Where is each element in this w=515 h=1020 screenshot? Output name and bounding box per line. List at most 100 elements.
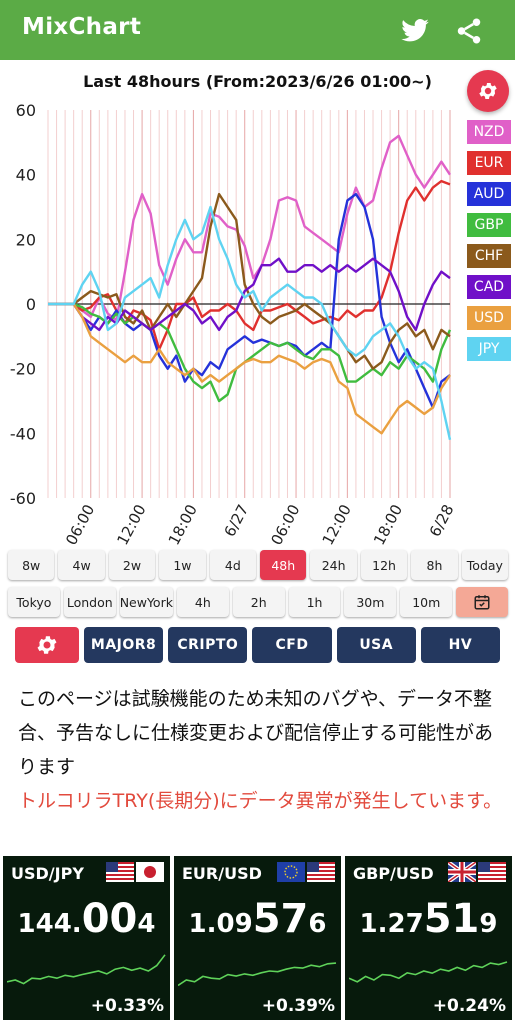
legend-item-eur[interactable]: EUR <box>467 151 511 175</box>
price-pips: 57 <box>252 896 309 942</box>
us-flag-icon <box>307 862 335 882</box>
mix-line-chart: 60 40 20 0 -20 -40 -60 06:00 12:00 18:00 6/27 06:00… <box>10 101 458 545</box>
series-line-eur <box>48 179 451 351</box>
y-tick-label: -40 <box>10 424 36 443</box>
series-line-nzd <box>48 134 452 322</box>
ticker-change: +0.33% <box>90 996 164 1016</box>
x-tick-label: 06:00 <box>62 502 98 545</box>
timeframe-button-10m[interactable]: 10m <box>400 587 453 617</box>
y-tick-label: -60 <box>10 489 36 508</box>
ticker-change: +0.39% <box>261 996 335 1016</box>
twitter-icon[interactable] <box>400 16 430 46</box>
timeframe-button-tokyo[interactable]: Tokyo <box>8 587 60 617</box>
ticker-price: 1.27519 <box>345 896 512 942</box>
series-line-usd <box>48 302 452 435</box>
legend-item-aud[interactable]: AUD <box>467 182 511 206</box>
nav-hv-button[interactable]: HV <box>420 627 501 663</box>
timeframe-button-2w[interactable]: 2w <box>108 550 156 580</box>
price-prefix: 1.27 <box>359 909 424 939</box>
gear-icon <box>37 636 57 654</box>
x-tick-label: 6/28 <box>426 502 458 540</box>
price-suffix: 9 <box>479 909 498 939</box>
ticker-flags <box>448 862 506 882</box>
y-tick-label: 60 <box>16 101 36 120</box>
ticker-change: +0.24% <box>432 996 506 1016</box>
sparkline-path <box>7 954 166 985</box>
share-icon[interactable] <box>454 16 484 46</box>
eu-flag-icon <box>277 862 305 882</box>
y-tick-label: 20 <box>16 230 36 249</box>
timeframe-button-30m[interactable]: 30m <box>344 587 397 617</box>
nav-usa-button[interactable]: USA <box>336 627 416 663</box>
legend-item-chf[interactable]: CHF <box>467 244 511 268</box>
ticker-price: 144.004 <box>3 896 170 942</box>
app-title: MixChart <box>22 14 142 40</box>
ticker-pair: GBP/USD <box>353 864 434 883</box>
ticker-pair: EUR/USD <box>182 864 262 883</box>
y-tick-label: -20 <box>10 360 36 379</box>
sparkline-path <box>349 961 508 983</box>
timeframe-button-48h[interactable]: 48h <box>260 550 307 580</box>
timeframe-button-4d[interactable]: 4d <box>209 550 257 580</box>
nav-cfd-button[interactable]: CFD <box>252 627 332 663</box>
legend-item-gbp[interactable]: GBP <box>467 213 511 237</box>
timeframe-button-london[interactable]: London <box>63 587 116 617</box>
price-prefix: 144. <box>17 909 82 939</box>
x-tick-label: 6/27 <box>221 502 253 540</box>
legend-item-jpy[interactable]: JPY <box>467 337 511 361</box>
y-tick-label: 40 <box>16 166 36 185</box>
uk-flag-icon <box>448 862 476 882</box>
ticker-pair: USD/JPY <box>11 864 84 883</box>
x-tick-label: 06:00 <box>267 502 303 545</box>
chart-legend: NZD EUR AUD GBP CHF CAD USD JPY <box>467 120 511 368</box>
ticker-card-eur-usd[interactable]: EUR/USD 1.09576 +0.39% <box>174 856 341 1020</box>
x-tick-label: 12:00 <box>319 502 355 545</box>
series-line-jpy <box>48 205 452 441</box>
timeframe-button-1h[interactable]: 1h <box>288 587 341 617</box>
ticker-sparkline <box>349 961 508 983</box>
ticker-flags <box>106 862 164 882</box>
calendar-button[interactable] <box>456 587 509 617</box>
series-line-cad <box>48 257 451 332</box>
y-tick-label: 0 <box>26 295 36 314</box>
timeframe-button-newyork[interactable]: NewYork <box>119 587 173 617</box>
timeframe-button-4w[interactable]: 4w <box>58 550 105 580</box>
gear-icon <box>479 83 497 99</box>
legend-item-usd[interactable]: USD <box>467 306 511 330</box>
sparkline-path <box>178 962 337 987</box>
timeframe-button-8w[interactable]: 8w <box>8 550 55 580</box>
timeframe-button-today[interactable]: Today <box>461 550 509 580</box>
ticker-sparkline <box>178 962 337 987</box>
notice-disclaimer: このページは試験機能のため未知のバグや、データ不整合、予告なしに仕様変更および配… <box>18 688 494 778</box>
chart-settings-button[interactable] <box>467 70 509 112</box>
timeframe-button-1w[interactable]: 1w <box>159 550 206 580</box>
timeframe-button-2h[interactable]: 2h <box>232 587 285 617</box>
ticker-price: 1.09576 <box>174 896 341 942</box>
us-flag-icon <box>106 862 134 882</box>
settings-button[interactable] <box>15 627 79 663</box>
nav-cripto-button[interactable]: CRIPTO <box>168 627 248 663</box>
calendar-icon <box>474 595 490 610</box>
ticker-card-usd-jpy[interactable]: USD/JPY 144.004 +0.33% <box>3 856 170 1020</box>
x-tick-label: 18:00 <box>370 502 406 545</box>
notice-warning: トルコリラTRY(長期分)にデータ異常が発生しています。 <box>18 790 503 812</box>
ticker-card-gbp-usd[interactable]: GBP/USD 1.27519 +0.24% <box>345 856 512 1020</box>
ticker-sparkline <box>7 954 166 985</box>
series-line-aud <box>48 192 451 409</box>
timeframe-button-24h[interactable]: 24h <box>310 550 357 580</box>
price-suffix: 6 <box>308 909 327 939</box>
category-nav: MAJOR8 CRIPTO CFD USA HV <box>15 627 501 663</box>
legend-item-cad[interactable]: CAD <box>467 275 511 299</box>
timeframe-button-4h[interactable]: 4h <box>176 587 229 617</box>
chart-title: Last 48hours (From:2023/6/26 01:00~) <box>83 72 432 91</box>
timeframe-button-12h[interactable]: 12h <box>360 550 408 580</box>
timeframe-row-2: Tokyo London NewYork 4h 2h 1h 30m 10m <box>8 587 509 617</box>
nav-major8-button[interactable]: MAJOR8 <box>84 627 164 663</box>
us-flag-icon <box>478 862 506 882</box>
notice-text: このページは試験機能のため未知のバグや、データ不整合、予告なしに仕様変更および配… <box>18 682 503 818</box>
timeframe-button-8h[interactable]: 8h <box>411 550 458 580</box>
legend-item-nzd[interactable]: NZD <box>467 120 511 144</box>
timeframe-row-1: 8w 4w 2w 1w 4d 48h 24h 12h 8h Today <box>8 550 509 580</box>
series-line-gbp <box>48 302 452 403</box>
price-prefix: 1.09 <box>188 909 253 939</box>
